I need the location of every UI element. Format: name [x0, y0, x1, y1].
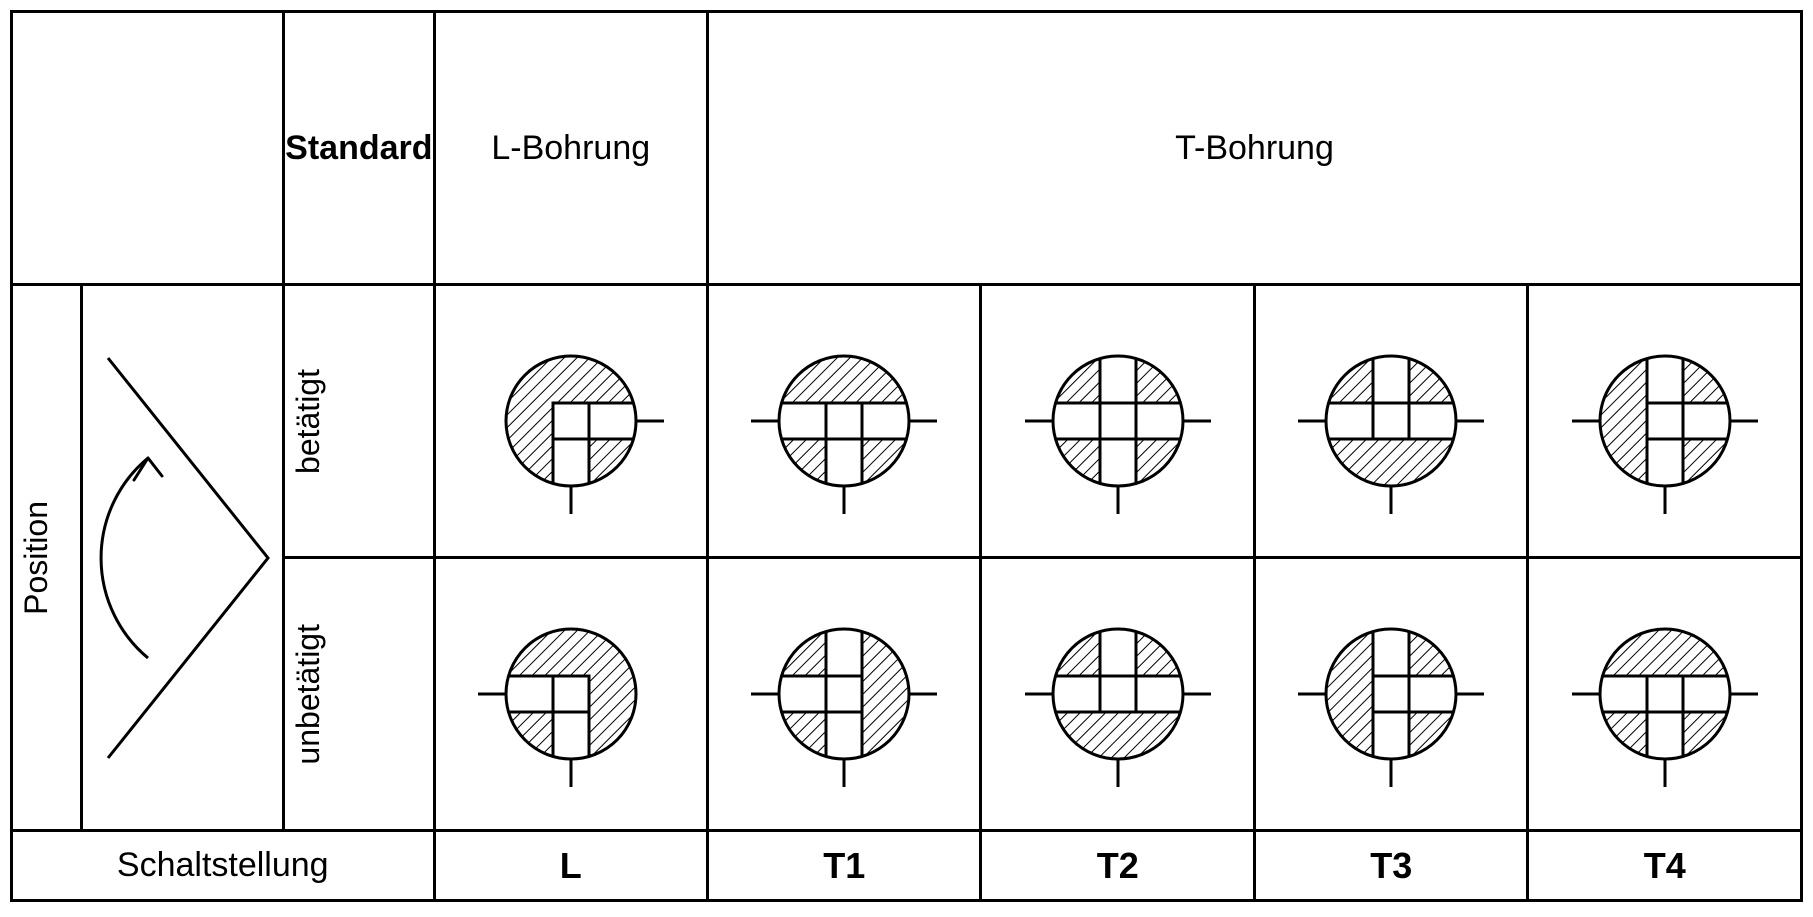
state-unbetaetigt-cell: unbetätigt — [284, 558, 434, 831]
sym-unbetaetigt-T3 — [1254, 558, 1527, 831]
sym-betaetigt-T4 — [1528, 285, 1802, 558]
sym-unbetaetigt-T4 — [1528, 558, 1802, 831]
pos-T3: T3 — [1254, 831, 1527, 901]
footer-schaltstellung: Schaltstellung — [12, 831, 435, 901]
state-betaetigt-cell: betätigt — [284, 285, 434, 558]
valve-position-table: Standard L-Bohrung T-Bohrung Position be… — [10, 10, 1803, 902]
position-label: Position — [13, 491, 60, 625]
state-unbetaetigt-label: unbetätigt — [285, 614, 332, 775]
sym-betaetigt-L — [434, 285, 707, 558]
sym-betaetigt-T1 — [708, 285, 981, 558]
lever-arrow-icon — [88, 298, 278, 818]
pos-T2: T2 — [981, 831, 1254, 901]
lever-arrow-cell — [82, 285, 284, 831]
sym-betaetigt-T2 — [981, 285, 1254, 558]
pos-L: L — [434, 831, 707, 901]
sym-unbetaetigt-L — [434, 558, 707, 831]
pos-T1: T1 — [708, 831, 981, 901]
position-label-cell: Position — [12, 285, 82, 831]
sym-unbetaetigt-T2 — [981, 558, 1254, 831]
header-t-bohrung: T-Bohrung — [708, 12, 1802, 285]
sym-unbetaetigt-T1 — [708, 558, 981, 831]
pos-T4: T4 — [1528, 831, 1802, 901]
header-l-bohrung: L-Bohrung — [434, 12, 707, 285]
state-betaetigt-label: betätigt — [285, 359, 332, 484]
sym-betaetigt-T3 — [1254, 285, 1527, 558]
header-standard: Standard — [284, 12, 434, 285]
header-blank — [12, 12, 284, 285]
